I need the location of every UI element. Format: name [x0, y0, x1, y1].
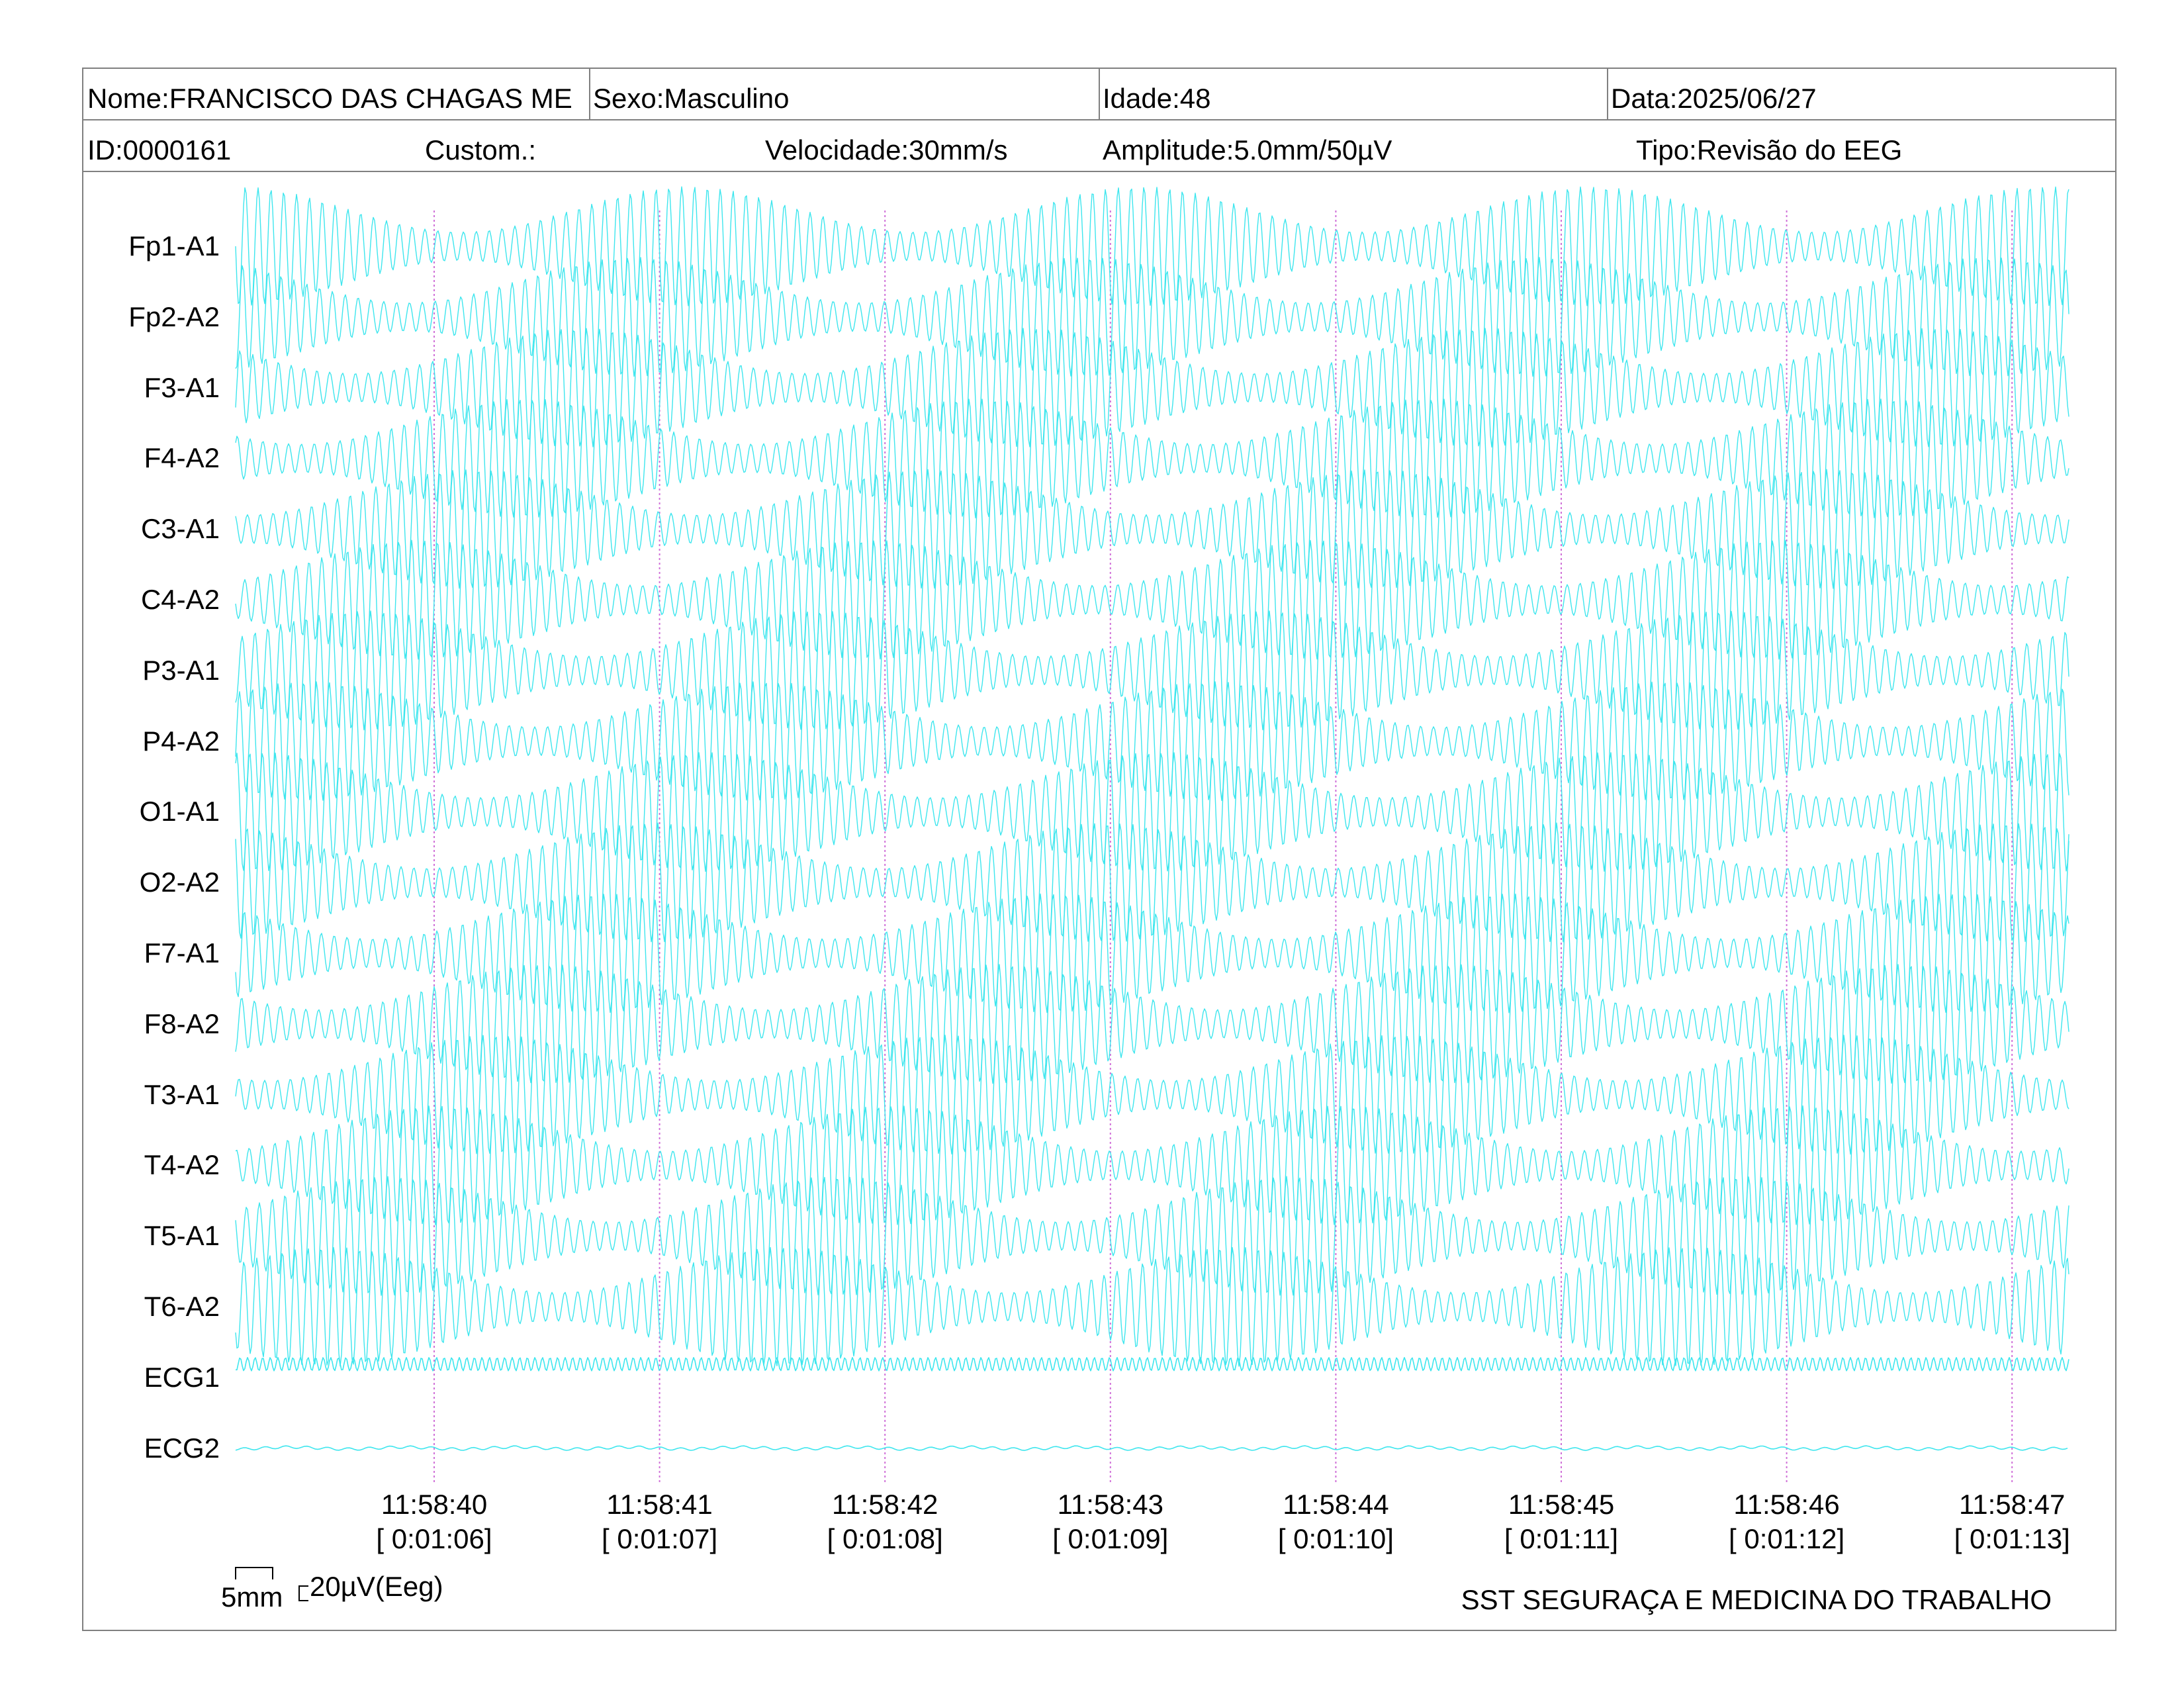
recording-speed: Velocidade:30mm/s: [765, 134, 1008, 165]
channel-trace: [235, 752, 2070, 872]
time-elapsed-label: [ 0:01:10]: [1277, 1523, 1394, 1554]
recording-amplitude: Amplitude:5.0mm/50µV: [1103, 134, 1392, 165]
channel-label: Fp1-A1: [128, 230, 220, 261]
channel-trace: [235, 1445, 2068, 1451]
time-elapsed-label: [ 0:01:13]: [1954, 1523, 2070, 1554]
channel-label: T5-A1: [144, 1220, 220, 1252]
vertical-scale-bracket: [298, 1585, 308, 1601]
time-clock-label: 11:58:43: [1057, 1489, 1163, 1520]
channel-trace: [235, 1105, 2070, 1226]
channel-label: C4-A2: [140, 584, 220, 615]
header-cell-divider: [589, 68, 590, 120]
time-clock-label: 11:58:45: [1508, 1489, 1615, 1520]
channel-label: T4-A2: [144, 1149, 220, 1181]
channel-trace: [235, 964, 2070, 1084]
channel-label: F7-A1: [144, 937, 220, 968]
channel-label: O2-A2: [139, 867, 220, 898]
time-clock-label: 11:58:40: [381, 1489, 488, 1520]
channel-label: F4-A2: [144, 442, 220, 474]
channel-label: C3-A1: [140, 513, 220, 545]
header-cell-divider: [1607, 68, 1608, 120]
custom-field: Custom.:: [425, 134, 537, 165]
channel-trace: [235, 257, 2070, 377]
channel-trace: [235, 1176, 2070, 1296]
time-elapsed-label: [ 0:01:09]: [1052, 1523, 1169, 1554]
horizontal-scale-bracket: [235, 1567, 273, 1579]
time-clock-label: 11:58:42: [832, 1489, 938, 1520]
exam-date: Data:2025/06/27: [1611, 83, 1817, 114]
time-elapsed-label: [ 0:01:07]: [602, 1523, 718, 1554]
time-elapsed-label: [ 0:01:08]: [827, 1523, 943, 1554]
time-elapsed-label: [ 0:01:12]: [1729, 1523, 1845, 1554]
channel-trace: [235, 539, 2070, 660]
time-elapsed-label: [ 0:01:06]: [376, 1523, 492, 1554]
company-name: SST SEGURAÇA E MEDICINA DO TRABALHO: [1461, 1584, 2052, 1615]
time-clock-label: 11:58:44: [1283, 1489, 1389, 1520]
channel-trace: [235, 822, 2070, 943]
patient-sex: Sexo:Masculino: [593, 83, 790, 114]
patient-age: Idade:48: [1103, 83, 1211, 114]
channel-label: P3-A1: [142, 654, 220, 686]
vertical-scale-label: 20µV(Eeg): [310, 1571, 443, 1602]
time-clock-label: 11:58:41: [606, 1489, 713, 1520]
channel-label: ECG1: [144, 1361, 220, 1393]
channel-trace: [235, 610, 2070, 731]
channel-label: ECG2: [144, 1432, 220, 1464]
channel-trace: [235, 1035, 2070, 1155]
time-elapsed-label: [ 0:01:11]: [1504, 1523, 1619, 1554]
channel-label: P4-A2: [142, 725, 220, 757]
channel-trace: [235, 328, 2070, 448]
channel-label: O1-A1: [139, 796, 220, 827]
channel-trace: [236, 1357, 2070, 1372]
channel-trace: [235, 893, 2070, 1013]
header-cell-divider: [1099, 68, 1100, 120]
channel-label: F3-A1: [144, 371, 220, 403]
channel-trace: [235, 399, 2070, 519]
time-clock-label: 11:58:47: [1959, 1489, 2066, 1520]
channel-label: Fp2-A2: [128, 301, 220, 332]
channel-label: F8-A2: [144, 1008, 220, 1039]
time-clock-label: 11:58:46: [1733, 1489, 1840, 1520]
exam-type: Tipo:Revisão do EEG: [1636, 134, 1903, 165]
patient-name: Nome:FRANCISCO DAS CHAGAS ME: [87, 83, 572, 114]
header-bottom-divider: [82, 171, 2116, 172]
channel-trace: [235, 681, 2070, 802]
horizontal-scale-label: 5mm: [221, 1581, 283, 1613]
channel-trace: [235, 1246, 2070, 1367]
channel-label: T3-A1: [144, 1078, 220, 1110]
channel-label: T6-A2: [144, 1291, 220, 1322]
channel-trace: [235, 469, 2070, 589]
patient-id: ID:0000161: [87, 134, 232, 165]
